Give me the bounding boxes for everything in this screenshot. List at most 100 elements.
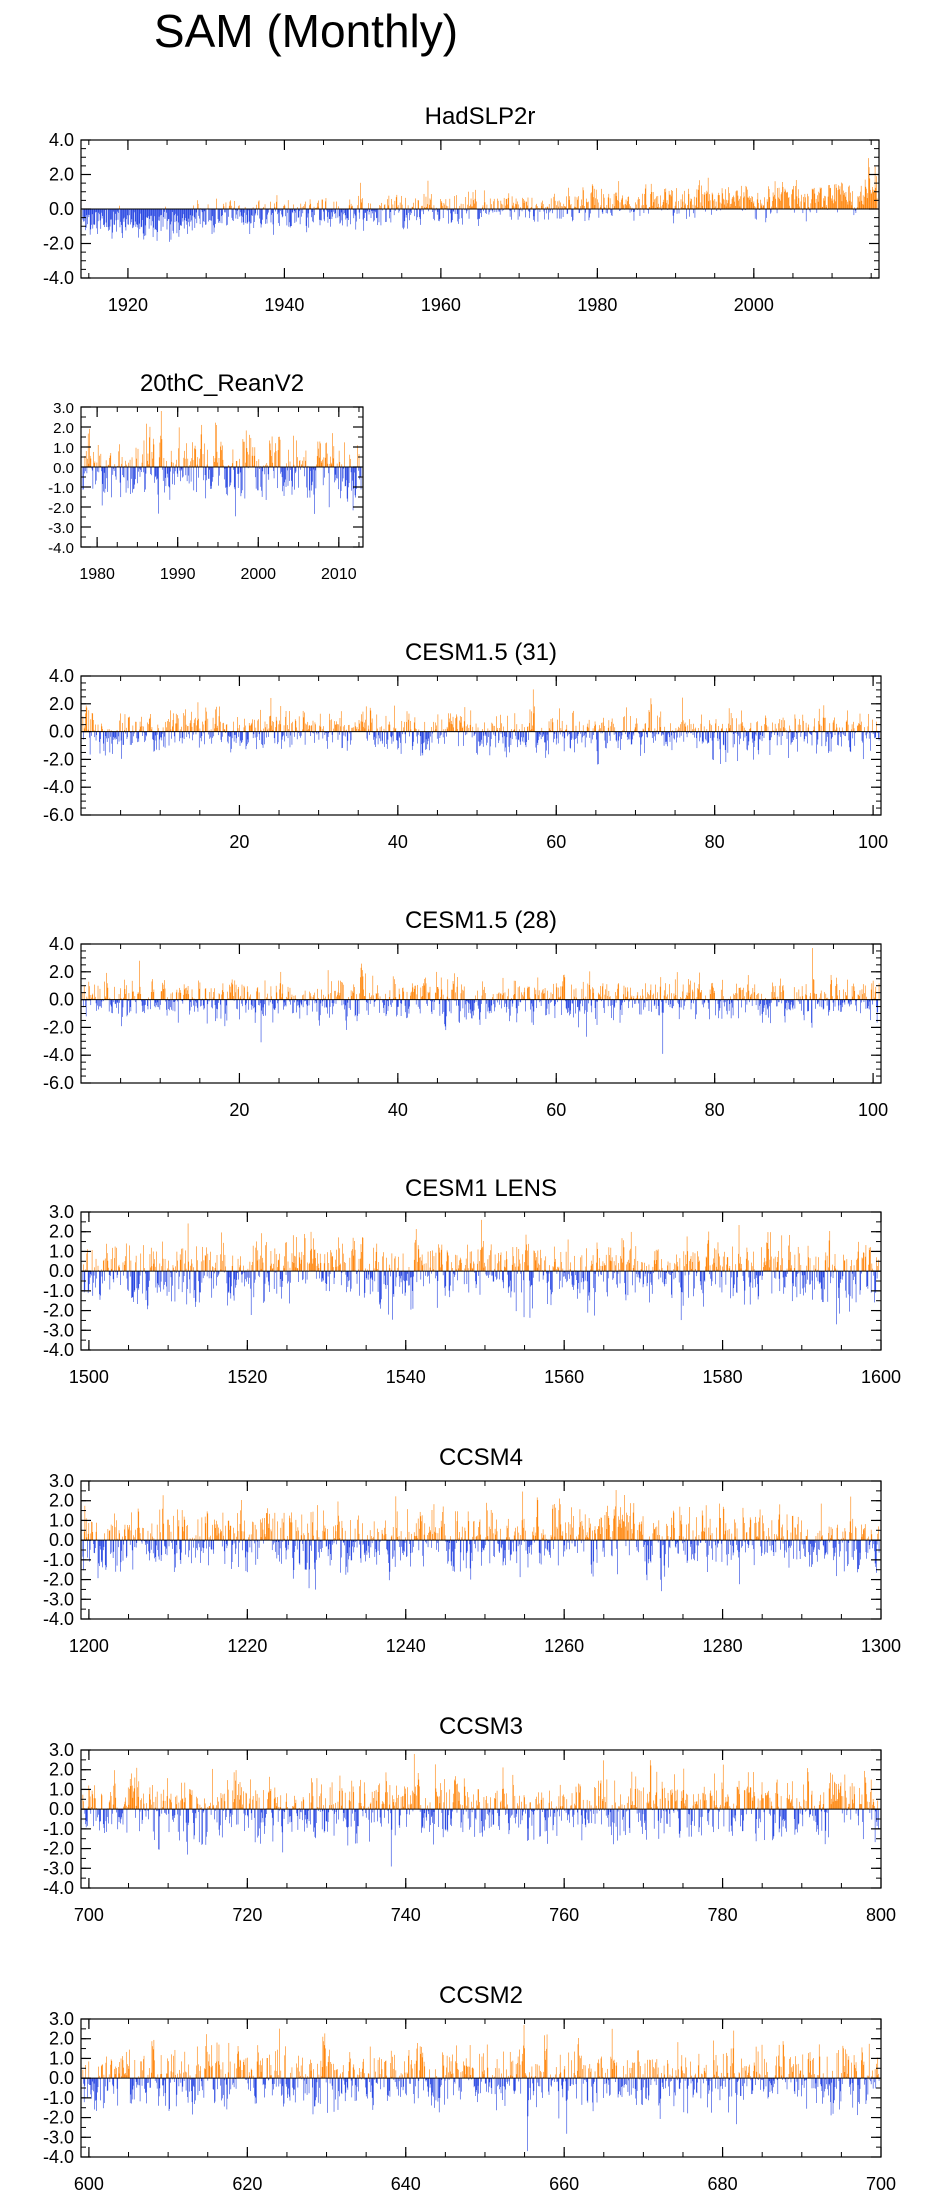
bar: [594, 726, 595, 732]
bar: [229, 986, 231, 1000]
bar: [358, 1269, 359, 1272]
bar: [473, 999, 474, 1016]
bar: [109, 731, 111, 753]
bar: [309, 991, 311, 1000]
bar: [118, 731, 119, 737]
bar: [647, 992, 648, 1000]
bar: [299, 999, 301, 1019]
bar: [314, 992, 315, 1000]
bar: [818, 720, 819, 732]
bar: [569, 999, 570, 1016]
bar: [271, 209, 272, 215]
bar: [461, 984, 462, 1000]
bar: [829, 185, 830, 209]
bar: [692, 991, 694, 1000]
bar: [576, 197, 578, 209]
bar: [227, 467, 228, 496]
bar: [340, 1263, 341, 1272]
bar: [534, 209, 535, 222]
bar: [469, 999, 471, 1010]
bar: [847, 999, 849, 1005]
bar: [157, 1271, 159, 1284]
bar: [478, 999, 479, 1009]
bar: [387, 999, 389, 1011]
bar: [454, 973, 455, 1000]
bar: [309, 725, 311, 732]
bar: [190, 999, 192, 1002]
bar: [517, 209, 519, 220]
bar: [321, 989, 322, 1000]
bar: [285, 710, 287, 732]
bar: [197, 702, 199, 732]
bar: [747, 731, 748, 751]
bar: [291, 1253, 293, 1272]
bar: [212, 467, 213, 482]
bar: [548, 204, 550, 209]
bar: [506, 731, 508, 738]
bar: [241, 999, 242, 1004]
bar: [410, 209, 412, 215]
bar: [379, 1271, 380, 1305]
bar: [384, 204, 386, 209]
bar: [347, 731, 349, 741]
bar: [835, 729, 836, 732]
bar: [860, 185, 862, 209]
bar: [259, 209, 261, 219]
bar: [182, 467, 183, 478]
bar: [237, 989, 239, 1000]
bar: [388, 997, 390, 1000]
bar: [617, 199, 618, 209]
bar: [311, 1248, 312, 1272]
bar: [179, 731, 180, 742]
bar: [407, 1271, 408, 1274]
bar: [104, 467, 106, 493]
bar: [678, 209, 680, 214]
bar: [774, 731, 775, 735]
bar: [175, 999, 176, 1001]
bar: [314, 1249, 316, 1272]
bar: [158, 209, 159, 221]
bar: [862, 994, 863, 1000]
bar: [112, 731, 113, 754]
bar: [263, 999, 264, 1016]
bar: [114, 464, 116, 467]
bar: [490, 731, 492, 740]
bar: [347, 999, 349, 1003]
bar: [798, 198, 800, 209]
bar: [784, 188, 786, 209]
bar: [722, 996, 724, 1000]
bar: [511, 196, 513, 209]
bar: [317, 202, 318, 209]
bar: [749, 199, 751, 209]
bar: [782, 731, 783, 736]
bar: [310, 467, 311, 471]
bar: [358, 999, 360, 1014]
bar: [722, 979, 723, 1000]
bar: [139, 986, 141, 1000]
bar: [265, 464, 266, 467]
bar: [747, 731, 749, 746]
bar: [633, 209, 634, 212]
bar: [286, 996, 287, 1000]
bar: [603, 717, 604, 732]
bar: [273, 467, 274, 471]
bar: [157, 724, 159, 732]
bar: [279, 724, 281, 732]
bar: [634, 999, 635, 1004]
bar: [332, 433, 333, 467]
bar: [204, 999, 205, 1009]
bar: [176, 209, 178, 234]
bar: [186, 987, 188, 1000]
bar: [663, 731, 664, 735]
bar: [521, 724, 523, 732]
bar: [453, 983, 454, 1000]
bar: [91, 467, 93, 471]
bar: [254, 209, 256, 216]
bar: [224, 467, 226, 470]
bar: [325, 731, 326, 734]
bar: [254, 731, 256, 738]
bar: [131, 457, 133, 467]
bar: [281, 997, 282, 1000]
bar: [762, 999, 763, 1023]
bar: [548, 209, 549, 220]
